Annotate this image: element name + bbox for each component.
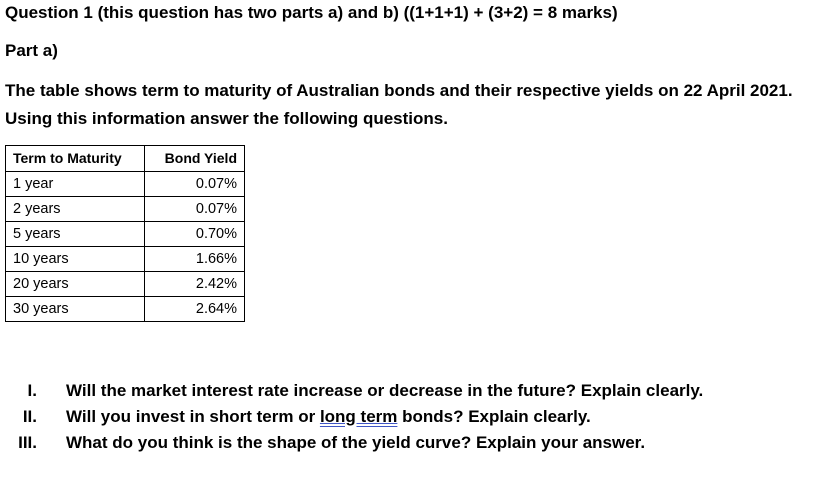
table-header-row: Term to Maturity Bond Yield <box>5 145 245 172</box>
intro-text-line-1: The table shows term to maturity of Aust… <box>5 81 793 100</box>
yield-cell: 0.70% <box>144 221 245 247</box>
question-number: II. <box>22 407 37 426</box>
term-cell: 5 years <box>5 221 145 247</box>
question-number: III. <box>18 433 37 452</box>
yield-cell: 1.66% <box>144 246 245 272</box>
table-row: 20 years 2.42% <box>5 271 245 297</box>
question-text: What do you think is the shape of the yi… <box>66 433 646 452</box>
term-cell: 1 year <box>5 171 145 197</box>
term-cell: 30 years <box>5 296 145 322</box>
question-text-start: Will you invest in short term or <box>66 407 320 426</box>
table-row: 30 years 2.64% <box>5 296 245 322</box>
question-text: Will the market interest rate increase o… <box>66 381 704 400</box>
grammar-flagged-phrase[interactable]: long term <box>319 407 398 426</box>
table-row: 10 years 1.66% <box>5 246 245 272</box>
yield-cell: 2.64% <box>144 296 245 322</box>
intro-text-line-2: Using this information answer the follow… <box>5 109 448 128</box>
term-cell: 10 years <box>5 246 145 272</box>
part-label: Part a) <box>5 41 58 60</box>
term-cell: 20 years <box>5 271 145 297</box>
yield-cell: 0.07% <box>144 171 245 197</box>
term-to-maturity-header: Term to Maturity <box>5 145 145 172</box>
question-heading: Question 1 (this question has two parts … <box>5 3 618 22</box>
question-number: I. <box>27 381 37 400</box>
question-text: Will you invest in short term or long te… <box>66 407 591 427</box>
term-cell: 2 years <box>5 196 145 222</box>
table-row: 5 years 0.70% <box>5 221 245 247</box>
yield-cell: 2.42% <box>144 271 245 297</box>
yield-cell: 0.07% <box>144 196 245 222</box>
bond-yield-table: Term to Maturity Bond Yield 1 year 0.07%… <box>5 145 245 322</box>
table-row: 2 years 0.07% <box>5 196 245 222</box>
question-text-end: bonds? Explain clearly. <box>397 407 591 426</box>
bond-yield-header: Bond Yield <box>144 145 245 172</box>
table-row: 1 year 0.07% <box>5 171 245 197</box>
